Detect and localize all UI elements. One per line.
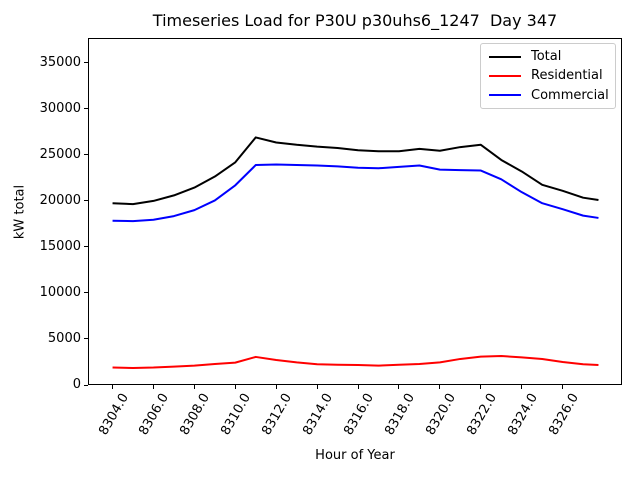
residential-line <box>112 355 599 369</box>
tick-mark <box>193 385 195 389</box>
y-tick-label: 20000 <box>39 192 81 208</box>
tick-mark <box>234 385 236 389</box>
tick-mark <box>112 385 114 389</box>
total-line <box>112 136 599 206</box>
legend-line-commercial <box>489 94 521 97</box>
tick-mark <box>398 385 400 389</box>
tick-mark <box>275 385 277 389</box>
tick-mark <box>84 108 88 110</box>
tick-mark <box>84 200 88 202</box>
tick-mark <box>152 385 154 389</box>
y-tick-label: 10000 <box>39 284 81 300</box>
legend-entry-residential: Residential <box>489 67 607 85</box>
tick-mark <box>316 385 318 389</box>
legend-line-total <box>489 55 521 58</box>
tick-mark <box>357 385 359 389</box>
tick-mark <box>84 292 88 294</box>
legend-entry-commercial: Commercial <box>489 86 609 104</box>
y-tick-label: 35000 <box>39 54 81 70</box>
tick-mark <box>84 338 88 340</box>
commercial-line <box>112 163 599 223</box>
tick-mark <box>480 385 482 389</box>
tick-mark <box>439 385 441 389</box>
legend-line-residential <box>489 74 521 77</box>
tick-mark <box>84 246 88 248</box>
chart-title: Timeseries Load for P30U p30uhs6_1247 Da… <box>152 11 558 30</box>
tick-mark <box>84 62 88 64</box>
tick-mark <box>84 384 88 386</box>
y-tick-label: 30000 <box>39 100 81 116</box>
x-axis-label: Hour of Year <box>315 448 395 463</box>
y-tick-label: 25000 <box>39 146 81 162</box>
tick-mark <box>562 385 564 389</box>
legend-label-commercial: Commercial <box>531 87 609 103</box>
tick-mark <box>521 385 523 389</box>
y-axis-label: kW total <box>12 184 28 240</box>
tick-mark <box>84 154 88 156</box>
y-tick-label: 5000 <box>47 330 81 346</box>
legend-label-residential: Residential <box>531 68 603 84</box>
legend-label-total: Total <box>531 49 562 65</box>
plot-lines <box>112 136 599 369</box>
legend-entry-total: Total <box>489 48 607 66</box>
y-tick-label: 0 <box>72 377 81 392</box>
y-tick-label: 15000 <box>39 238 81 254</box>
legend: Total Residential Commercial <box>480 43 616 109</box>
